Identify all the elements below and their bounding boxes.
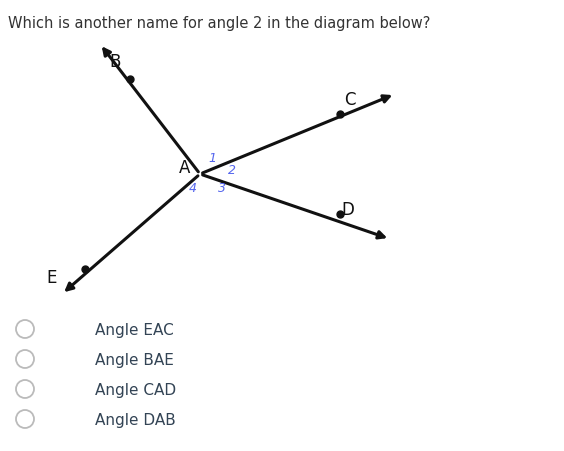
Text: Angle DAB: Angle DAB bbox=[95, 412, 176, 427]
Text: C: C bbox=[344, 91, 356, 109]
Text: 1: 1 bbox=[208, 151, 216, 164]
Text: Angle CAD: Angle CAD bbox=[95, 382, 176, 396]
Text: 3: 3 bbox=[218, 181, 226, 194]
Text: Angle BAE: Angle BAE bbox=[95, 352, 174, 367]
Text: E: E bbox=[47, 268, 57, 286]
Text: D: D bbox=[342, 201, 354, 219]
Text: Which is another name for angle 2 in the diagram below?: Which is another name for angle 2 in the… bbox=[8, 16, 430, 31]
Text: A: A bbox=[179, 159, 191, 177]
Text: 2: 2 bbox=[228, 163, 236, 176]
Text: B: B bbox=[109, 53, 121, 71]
Text: 4: 4 bbox=[189, 181, 197, 194]
Text: Angle EAC: Angle EAC bbox=[95, 322, 174, 337]
